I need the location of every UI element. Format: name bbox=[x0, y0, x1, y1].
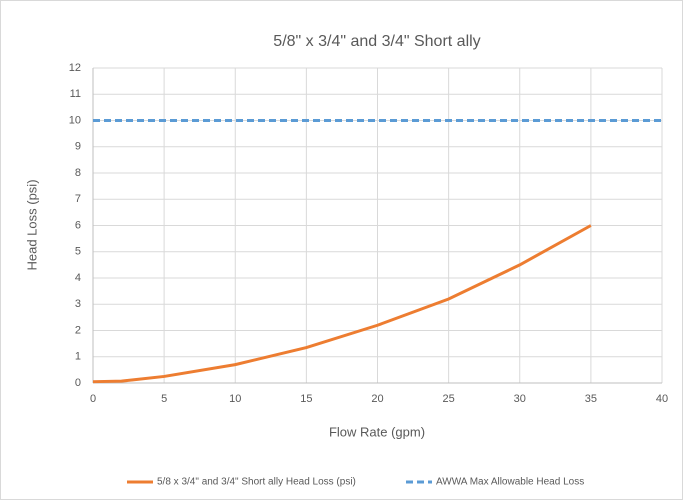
y-tick-label: 6 bbox=[75, 219, 81, 231]
legend-label: 5/8 x 3/4" and 3/4" Short ally Head Loss… bbox=[157, 477, 356, 488]
x-tick-label: 0 bbox=[90, 393, 96, 405]
y-tick-label: 3 bbox=[75, 298, 81, 310]
x-axis-label: Flow Rate (gpm) bbox=[329, 424, 425, 439]
x-tick-label: 35 bbox=[585, 393, 597, 405]
y-tick-label: 8 bbox=[75, 167, 81, 179]
y-tick-label: 0 bbox=[75, 377, 81, 389]
series-line bbox=[92, 224, 592, 384]
y-tick-label: 12 bbox=[69, 62, 81, 74]
x-tick-label: 20 bbox=[371, 393, 383, 405]
x-tick-label: 25 bbox=[443, 393, 455, 405]
x-tick-label: 30 bbox=[514, 393, 526, 405]
y-tick-label: 5 bbox=[75, 246, 81, 258]
chart-title: 5/8" x 3/4" and 3/4" Short ally bbox=[273, 33, 480, 50]
legend-label: AWWA Max Allowable Head Loss bbox=[436, 477, 584, 488]
y-tick-label: 10 bbox=[69, 114, 81, 126]
y-tick-label: 9 bbox=[75, 141, 81, 153]
y-tick-label: 4 bbox=[75, 272, 81, 284]
y-tick-label: 7 bbox=[75, 193, 81, 205]
y-tick-label: 2 bbox=[75, 324, 81, 336]
x-tick-label: 15 bbox=[300, 393, 312, 405]
x-tick-label: 10 bbox=[229, 393, 241, 405]
x-tick-label: 40 bbox=[656, 393, 668, 405]
y-axis-label: Head Loss (psi) bbox=[24, 179, 39, 270]
y-tick-label: 1 bbox=[75, 351, 81, 363]
y-tick-label: 11 bbox=[70, 88, 81, 100]
x-tick-label: 5 bbox=[161, 393, 167, 405]
